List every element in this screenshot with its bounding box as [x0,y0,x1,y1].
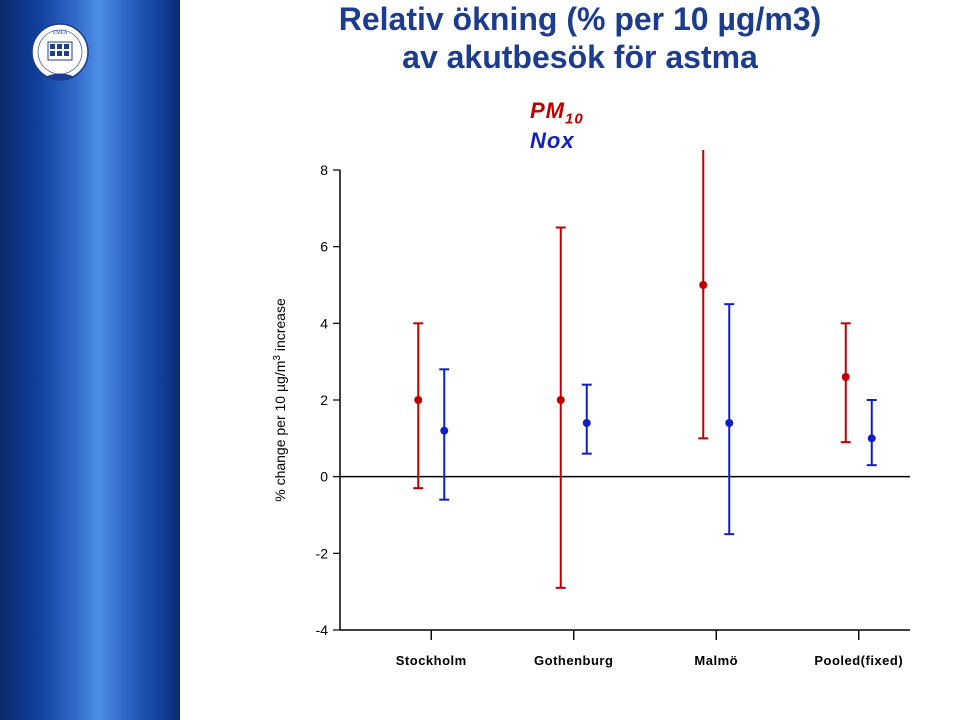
title-line-2: av akutbesök för astma [220,38,940,76]
svg-text:8: 8 [320,162,328,178]
svg-text:4: 4 [320,315,328,331]
sidebar-gradient [0,0,180,720]
legend: PM10 Nox [530,98,584,155]
forest-plot: -4 -2 0 2 4 6 8 Stockholm Gothenburg Malmö Pooled(… [250,150,930,710]
university-logo: UMEÅ [30,22,90,90]
title-line-1: Relativ ökning (% per 10 µg/m3) [220,0,940,38]
svg-text:-2: -2 [316,545,329,561]
svg-text:Pooled(fixed): Pooled(fixed) [814,653,903,668]
legend-series-pm10: PM10 [530,98,584,128]
chart-title: Relativ ökning (% per 10 µg/m3) av akutb… [220,0,940,77]
svg-text:0: 0 [320,469,328,485]
svg-text:Gothenburg: Gothenburg [534,653,613,668]
legend-label-pm-sub: 10 [565,110,584,127]
svg-text:-4: -4 [316,622,329,638]
svg-text:Malmö: Malmö [694,653,738,668]
svg-text:Stockholm: Stockholm [396,653,467,668]
svg-text:2: 2 [320,392,328,408]
svg-text:% change per 10 µg/m3 increase: % change per 10 µg/m3 increase [272,298,289,502]
legend-label-pm: PM [530,98,565,123]
svg-text:6: 6 [320,239,328,255]
